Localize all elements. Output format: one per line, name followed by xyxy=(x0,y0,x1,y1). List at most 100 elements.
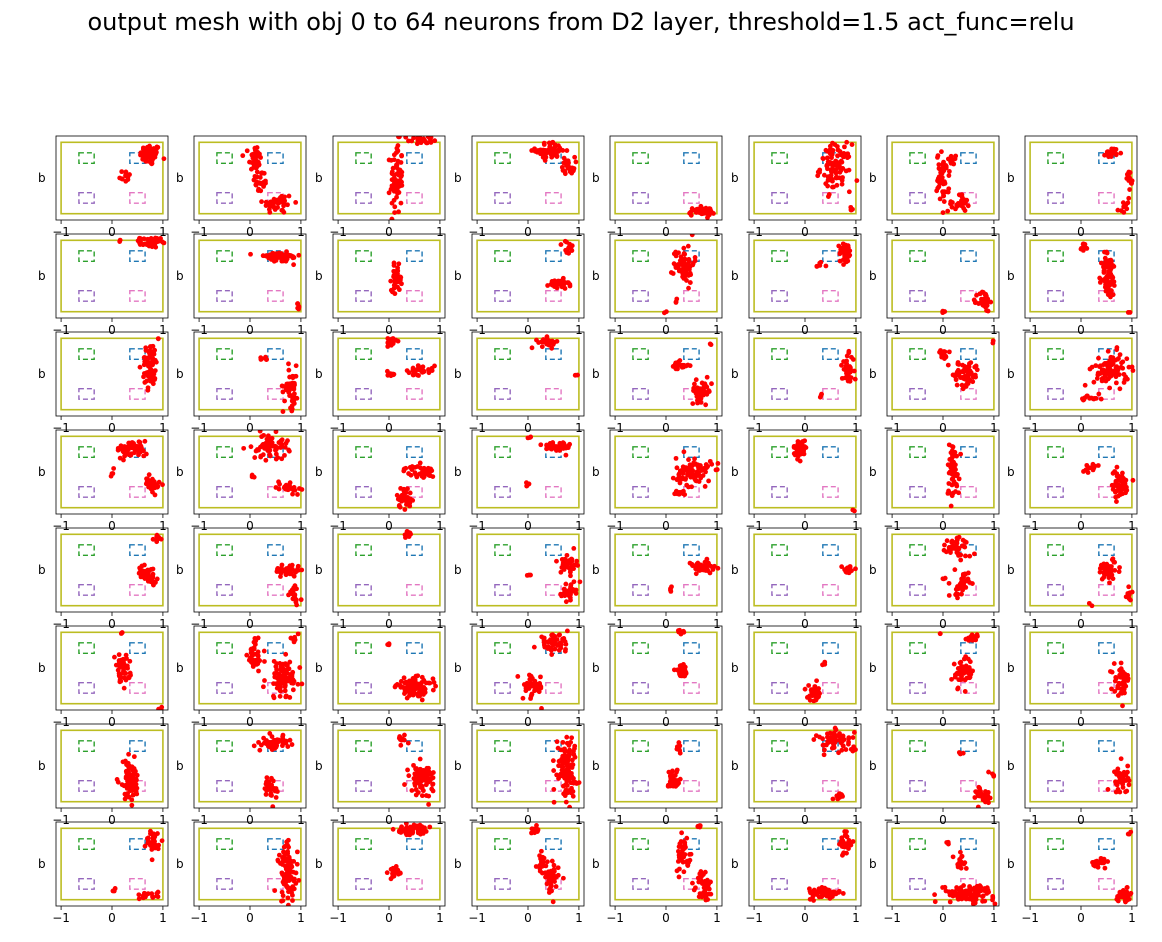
data-point xyxy=(127,444,133,449)
data-point xyxy=(251,743,257,749)
data-point xyxy=(831,184,836,190)
data-point xyxy=(671,780,677,786)
data-point xyxy=(676,250,681,256)
subplot-0: b−1 0 1 xyxy=(38,135,169,239)
data-point xyxy=(555,745,561,751)
pink-target-rect xyxy=(406,486,423,498)
x-tick-label: 1 xyxy=(436,519,444,533)
blue-target-rect xyxy=(406,348,423,360)
blue-target-rect xyxy=(960,348,977,360)
x-tick-label: 1 xyxy=(436,225,444,239)
data-point xyxy=(261,432,267,438)
data-point xyxy=(125,760,131,766)
data-point xyxy=(283,651,289,657)
data-point xyxy=(687,363,693,369)
data-point xyxy=(385,344,391,349)
axes-frame xyxy=(1024,135,1138,221)
data-point xyxy=(685,243,691,249)
data-point xyxy=(1113,494,1119,500)
data-point xyxy=(127,670,133,676)
data-point xyxy=(159,704,165,710)
purple-target-rect xyxy=(355,682,372,694)
data-point xyxy=(549,279,555,284)
subplot-2: b−1 0 1 xyxy=(315,135,446,239)
data-point xyxy=(539,344,545,350)
outer-boundary-rect xyxy=(198,141,302,215)
data-point xyxy=(671,667,677,673)
data-point xyxy=(950,444,955,449)
data-point xyxy=(568,247,574,253)
data-point xyxy=(825,183,831,189)
data-point xyxy=(286,361,291,367)
green-target-rect xyxy=(355,446,372,458)
data-point xyxy=(261,445,267,451)
data-point xyxy=(283,858,289,864)
green-target-rect xyxy=(78,250,95,263)
axes-frame xyxy=(193,135,307,221)
data-point xyxy=(149,373,155,379)
data-point xyxy=(567,441,573,447)
x-tick-label: 1 xyxy=(159,715,167,729)
data-point xyxy=(568,592,573,597)
data-point xyxy=(291,485,297,490)
data-point xyxy=(276,852,282,858)
data-point xyxy=(1093,395,1099,401)
data-point xyxy=(256,180,262,186)
data-point xyxy=(573,372,579,378)
data-point xyxy=(286,854,292,860)
y-axis-label: b xyxy=(592,171,600,185)
data-point xyxy=(808,687,814,693)
purple-target-rect xyxy=(494,388,511,400)
data-point xyxy=(812,684,818,690)
data-point xyxy=(1118,150,1124,156)
green-target-rect xyxy=(494,740,511,752)
data-point xyxy=(1108,257,1114,263)
data-point xyxy=(946,580,952,586)
blue-target-rect xyxy=(1098,446,1115,458)
data-point xyxy=(684,363,690,368)
x-tick-label: 1 xyxy=(159,617,167,631)
x-tick-label: 0 xyxy=(385,715,393,729)
data-point xyxy=(956,553,961,558)
y-axis-label: b xyxy=(454,171,462,185)
data-point xyxy=(407,465,413,470)
data-point xyxy=(677,776,683,782)
data-point xyxy=(254,169,260,175)
pink-target-rect xyxy=(960,682,977,694)
data-point xyxy=(827,160,833,165)
data-point xyxy=(846,154,852,160)
outer-boundary-rect xyxy=(337,827,441,901)
data-point xyxy=(956,192,962,198)
green-target-rect xyxy=(632,544,649,556)
purple-target-rect xyxy=(632,191,649,204)
blue-target-rect xyxy=(960,740,977,752)
data-point xyxy=(390,826,396,832)
purple-target-rect xyxy=(1047,388,1064,400)
purple-target-rect xyxy=(78,388,95,400)
data-point xyxy=(288,868,294,874)
axes-frame xyxy=(471,527,585,613)
data-point xyxy=(562,748,568,754)
data-point xyxy=(257,747,263,753)
data-point xyxy=(801,451,807,457)
data-point xyxy=(954,537,960,543)
data-point xyxy=(953,592,959,598)
data-point xyxy=(418,471,424,477)
data-point xyxy=(1111,559,1117,565)
data-point xyxy=(391,268,397,274)
data-point xyxy=(571,579,577,585)
data-point xyxy=(1104,276,1110,282)
data-point xyxy=(290,380,295,386)
x-tick-label: 1 xyxy=(1128,519,1136,533)
green-target-rect xyxy=(355,642,372,654)
pink-target-rect xyxy=(129,486,146,498)
x-tick-label: 0 xyxy=(246,911,254,925)
purple-target-rect xyxy=(78,290,95,302)
data-point xyxy=(967,377,973,383)
data-point xyxy=(291,385,297,391)
data-point xyxy=(1091,379,1097,385)
x-tick-label: 1 xyxy=(1128,715,1136,729)
x-tick-label: 1 xyxy=(575,225,583,239)
blue-target-rect xyxy=(267,544,284,556)
point-cloud xyxy=(117,235,167,250)
